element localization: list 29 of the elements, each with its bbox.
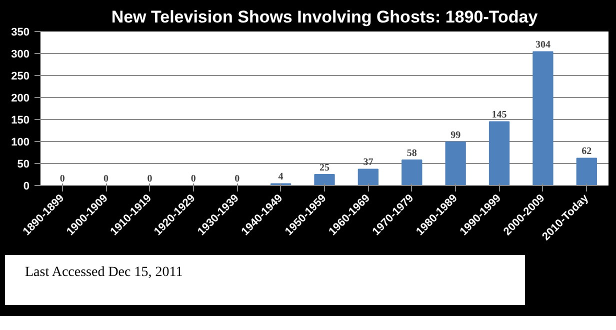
- data-label: 0: [234, 174, 240, 184]
- bar: [314, 174, 335, 186]
- data-label: 99: [450, 130, 461, 141]
- y-tick-label: 50: [17, 158, 30, 170]
- data-label: 0: [104, 174, 109, 184]
- y-tick-label: 0: [23, 180, 30, 192]
- chart-title: New Television Shows Involving Ghosts: 1890-Today: [111, 8, 538, 26]
- data-label: 0: [147, 174, 152, 184]
- data-label: 4: [278, 172, 284, 183]
- text: Last Accessed Dec 15, 2011: [25, 264, 183, 282]
- bar: [358, 168, 379, 186]
- y-tick-label: 150: [11, 114, 30, 126]
- data-label: 62: [582, 146, 592, 158]
- bar: [488, 121, 510, 186]
- data-label: 25: [320, 162, 330, 174]
- data-label: 58: [406, 148, 417, 159]
- data-label: 0: [60, 174, 65, 184]
- data-label: 0: [190, 174, 196, 184]
- data-label: 304: [535, 40, 550, 51]
- y-tick-label: 250: [11, 70, 30, 82]
- bar: [532, 51, 554, 186]
- bar: [402, 159, 422, 186]
- y-tick-label: 100: [11, 136, 30, 148]
- bar: [576, 158, 597, 186]
- y-tick-label: 200: [11, 92, 30, 104]
- y-tick-label: 300: [11, 48, 30, 60]
- y-tick-label: 350: [11, 26, 30, 38]
- bar: [445, 141, 466, 186]
- data-label: 145: [492, 110, 507, 121]
